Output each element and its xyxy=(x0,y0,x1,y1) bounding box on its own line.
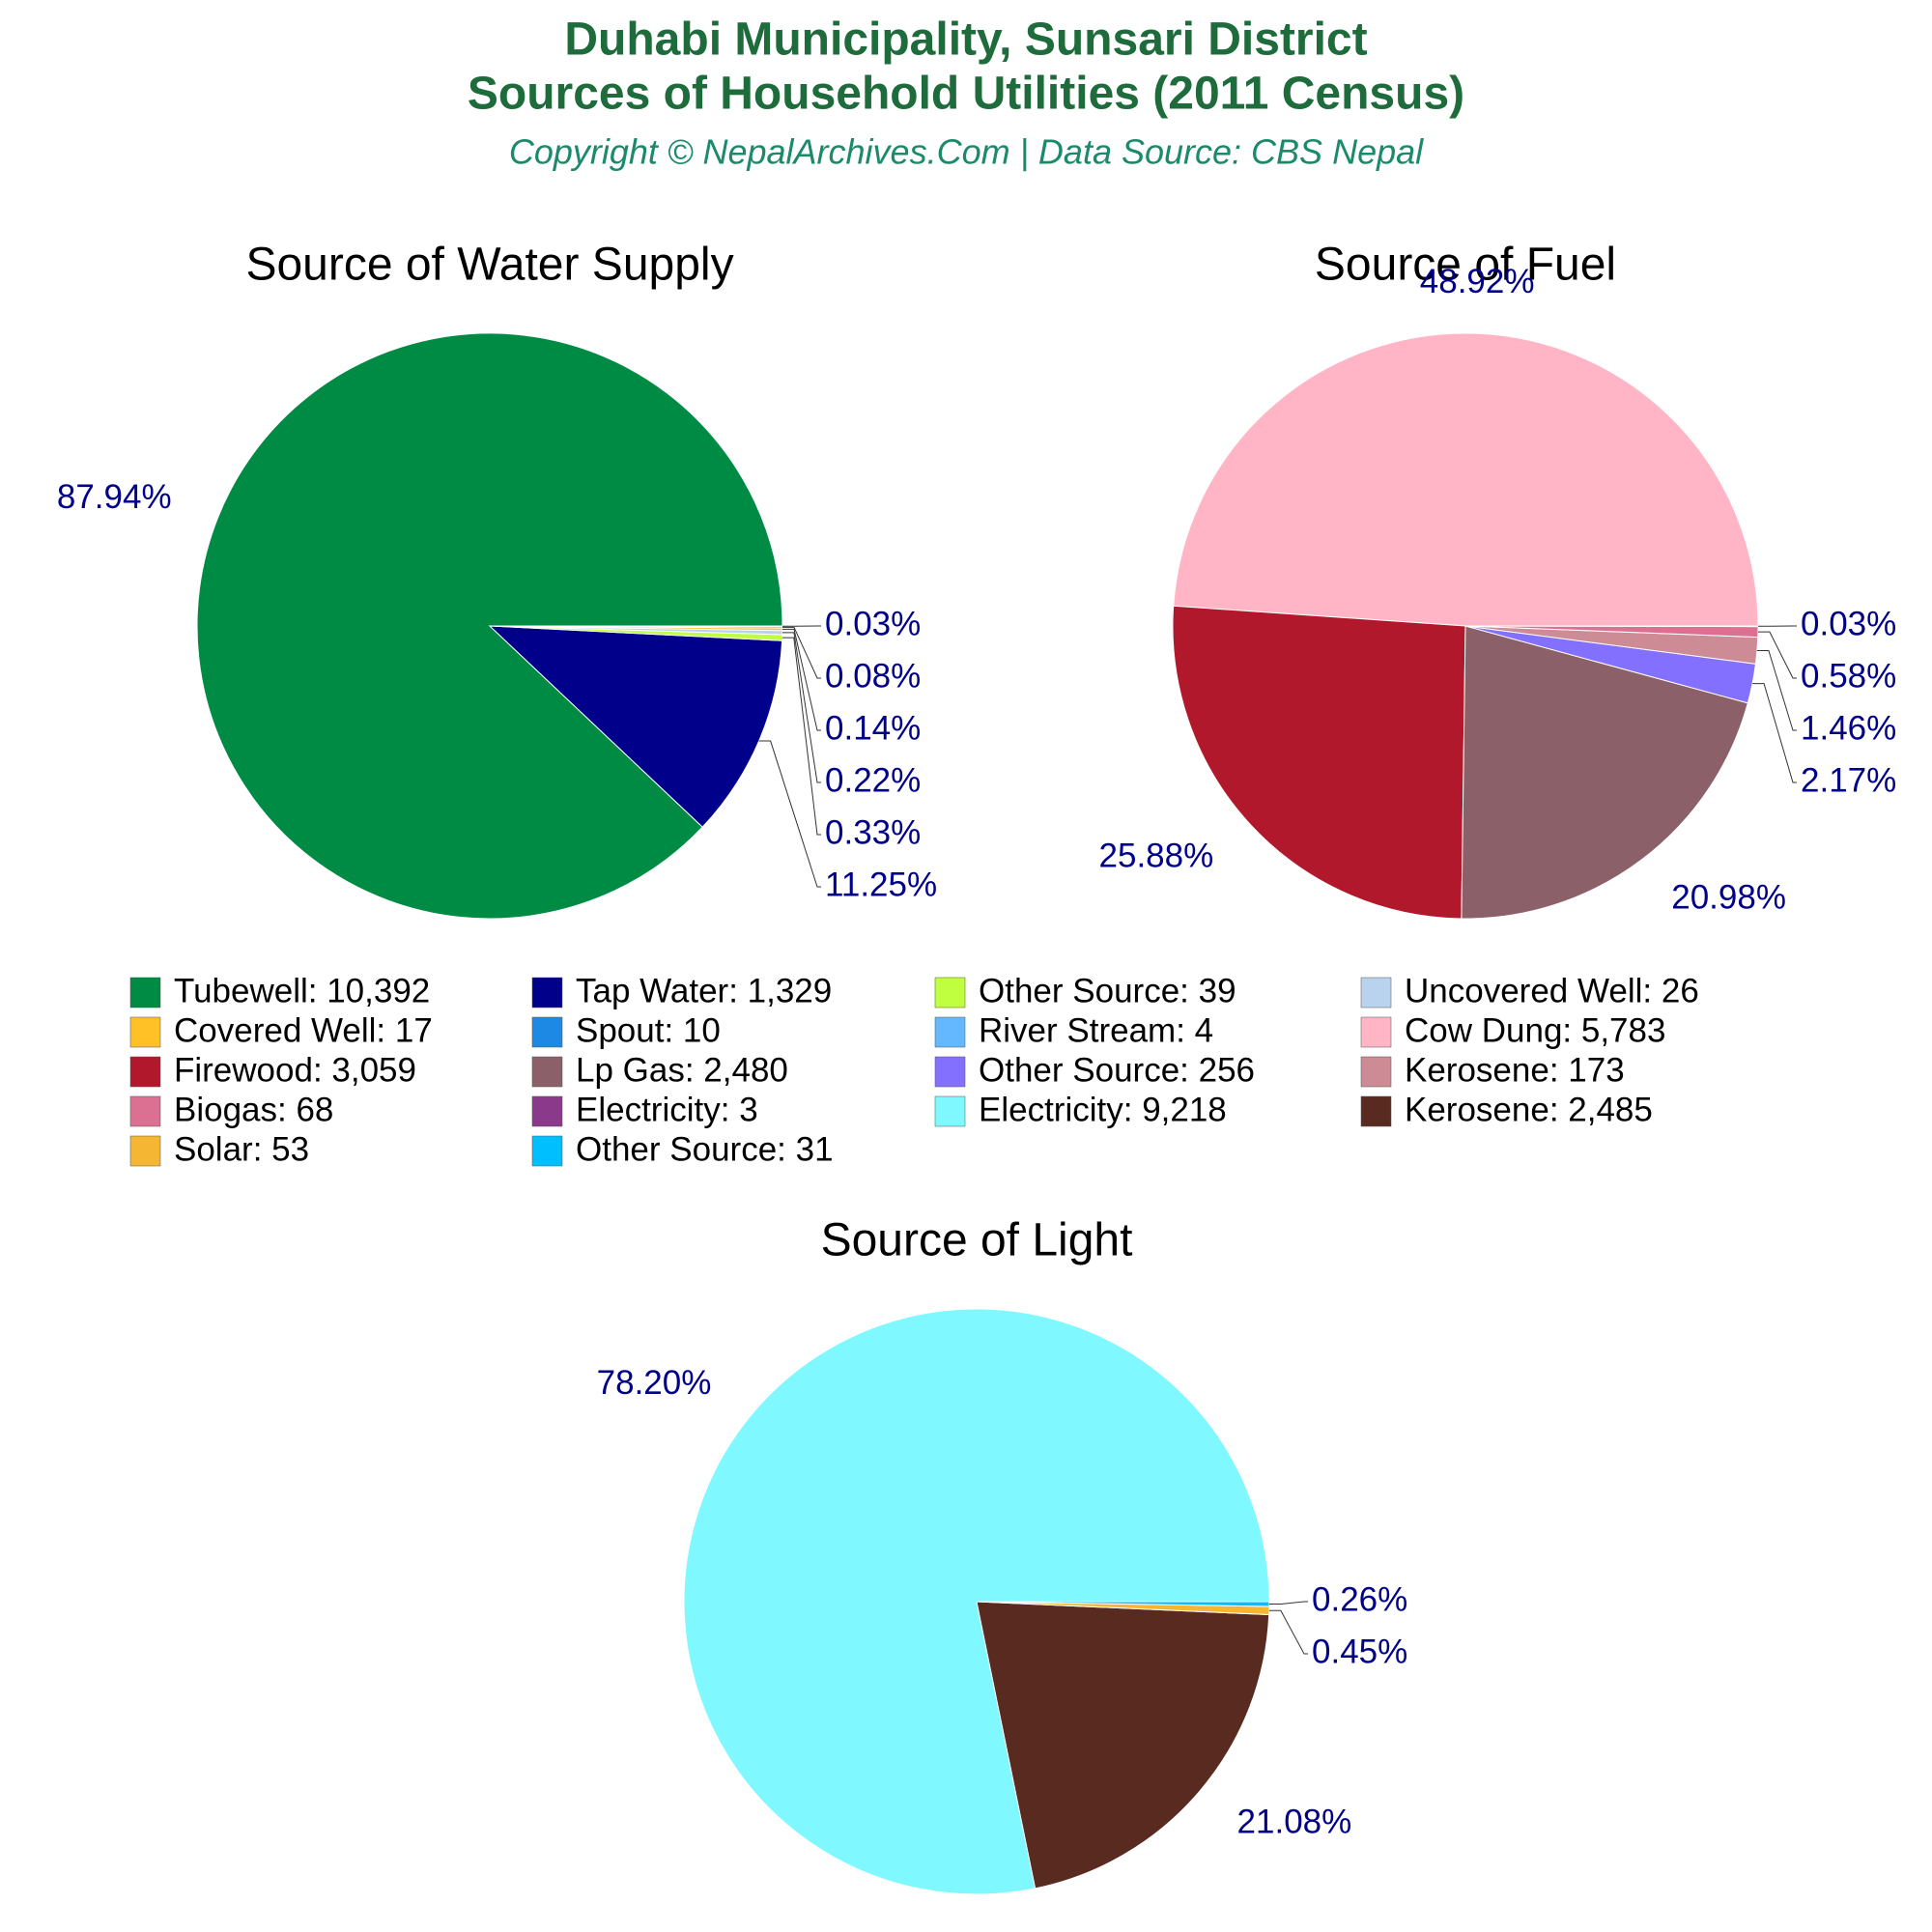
legend-label: Tubewell: 10,392 xyxy=(174,972,430,1009)
leader-line xyxy=(758,740,821,888)
leader-line xyxy=(781,628,821,731)
value-label: 2.17% xyxy=(1801,761,1896,799)
legend-label: River Stream: 4 xyxy=(979,1011,1213,1049)
legend-label: Lp Gas: 2,480 xyxy=(576,1051,788,1089)
value-label: 11.25% xyxy=(825,866,937,903)
subtitle: Copyright © NepalArchives.Com | Data Sou… xyxy=(509,132,1424,172)
legend-swatch xyxy=(1360,977,1392,1009)
legend-swatch xyxy=(531,1056,563,1088)
legend-label: Other Source: 39 xyxy=(979,972,1236,1009)
legend-label: Biogas: 68 xyxy=(174,1091,333,1128)
legend-swatch xyxy=(531,1135,563,1167)
legend-swatch xyxy=(934,977,966,1009)
legend-label: Cow Dung: 5,783 xyxy=(1405,1011,1665,1049)
pie-slice xyxy=(1173,332,1759,627)
leader-line xyxy=(781,637,821,836)
main-title: Sources of Household Utilities (2011 Cen… xyxy=(468,69,1464,120)
legend-label: Tap Water: 1,329 xyxy=(576,972,832,1009)
value-label: 20.98% xyxy=(1671,878,1786,916)
legend-label: Firewood: 3,059 xyxy=(174,1051,416,1089)
pie-title: Source of Light xyxy=(821,1215,1133,1266)
legend-swatch xyxy=(531,977,563,1009)
legend-swatch xyxy=(129,977,161,1009)
legend-swatch xyxy=(1360,1056,1392,1088)
legend-label: Other Source: 256 xyxy=(979,1051,1255,1089)
pie-slice xyxy=(488,625,783,828)
pie-slice xyxy=(976,1601,1270,1889)
value-label: 0.08% xyxy=(825,657,921,695)
value-label: 0.33% xyxy=(825,813,921,851)
legend-label: Electricity: 9,218 xyxy=(979,1091,1227,1128)
value-label: 1.46% xyxy=(1801,709,1896,747)
legend-swatch xyxy=(129,1135,161,1167)
leader-line xyxy=(781,632,821,783)
main-title: Duhabi Municipality, Sunsari District xyxy=(564,14,1367,66)
pie-slice xyxy=(1461,625,1748,920)
legend-swatch xyxy=(129,1016,161,1048)
legend-label: Covered Well: 17 xyxy=(174,1011,433,1049)
leader-line xyxy=(1756,649,1797,731)
legend-swatch xyxy=(934,1056,966,1088)
value-label: 0.58% xyxy=(1801,657,1896,695)
leader-line xyxy=(1268,1609,1308,1655)
leader-line xyxy=(1268,1601,1308,1605)
leader-line xyxy=(781,626,821,679)
legend-label: Solar: 53 xyxy=(174,1130,309,1168)
legend-swatch xyxy=(129,1056,161,1088)
legend-swatch xyxy=(1360,1095,1392,1127)
legend-label: Electricity: 3 xyxy=(576,1091,758,1128)
legend-label: Uncovered Well: 26 xyxy=(1405,972,1699,1009)
value-label: 78.20% xyxy=(597,1364,712,1402)
leader-line xyxy=(1757,631,1797,679)
value-label: 0.26% xyxy=(1312,1580,1407,1618)
legend-label: Kerosene: 2,485 xyxy=(1405,1091,1653,1128)
value-label: 87.94% xyxy=(57,478,172,516)
leader-line xyxy=(1752,683,1797,783)
value-label: 21.08% xyxy=(1237,1804,1352,1841)
value-label: 0.03% xyxy=(1801,605,1896,642)
value-label: 0.45% xyxy=(1312,1633,1407,1670)
legend-label: Kerosene: 173 xyxy=(1405,1051,1625,1089)
legend-label: Spout: 10 xyxy=(576,1011,721,1049)
pie-slice xyxy=(1464,625,1759,628)
pie-title: Source of Fuel xyxy=(1315,240,1616,291)
value-label: 25.88% xyxy=(1099,837,1214,874)
legend-swatch xyxy=(531,1095,563,1127)
pie-title: Source of Water Supply xyxy=(245,240,733,291)
value-label: 48.92% xyxy=(1420,263,1535,300)
pie-slice xyxy=(489,625,783,628)
legend-swatch xyxy=(934,1095,966,1127)
legend-swatch xyxy=(934,1016,966,1048)
legend-swatch xyxy=(129,1095,161,1127)
value-label: 0.03% xyxy=(825,605,921,642)
legend-swatch xyxy=(531,1016,563,1048)
pie-slice xyxy=(1172,605,1466,920)
value-label: 0.14% xyxy=(825,709,921,747)
legend-label: Other Source: 31 xyxy=(576,1130,834,1168)
value-label: 0.22% xyxy=(825,761,921,799)
legend-swatch xyxy=(1360,1016,1392,1048)
